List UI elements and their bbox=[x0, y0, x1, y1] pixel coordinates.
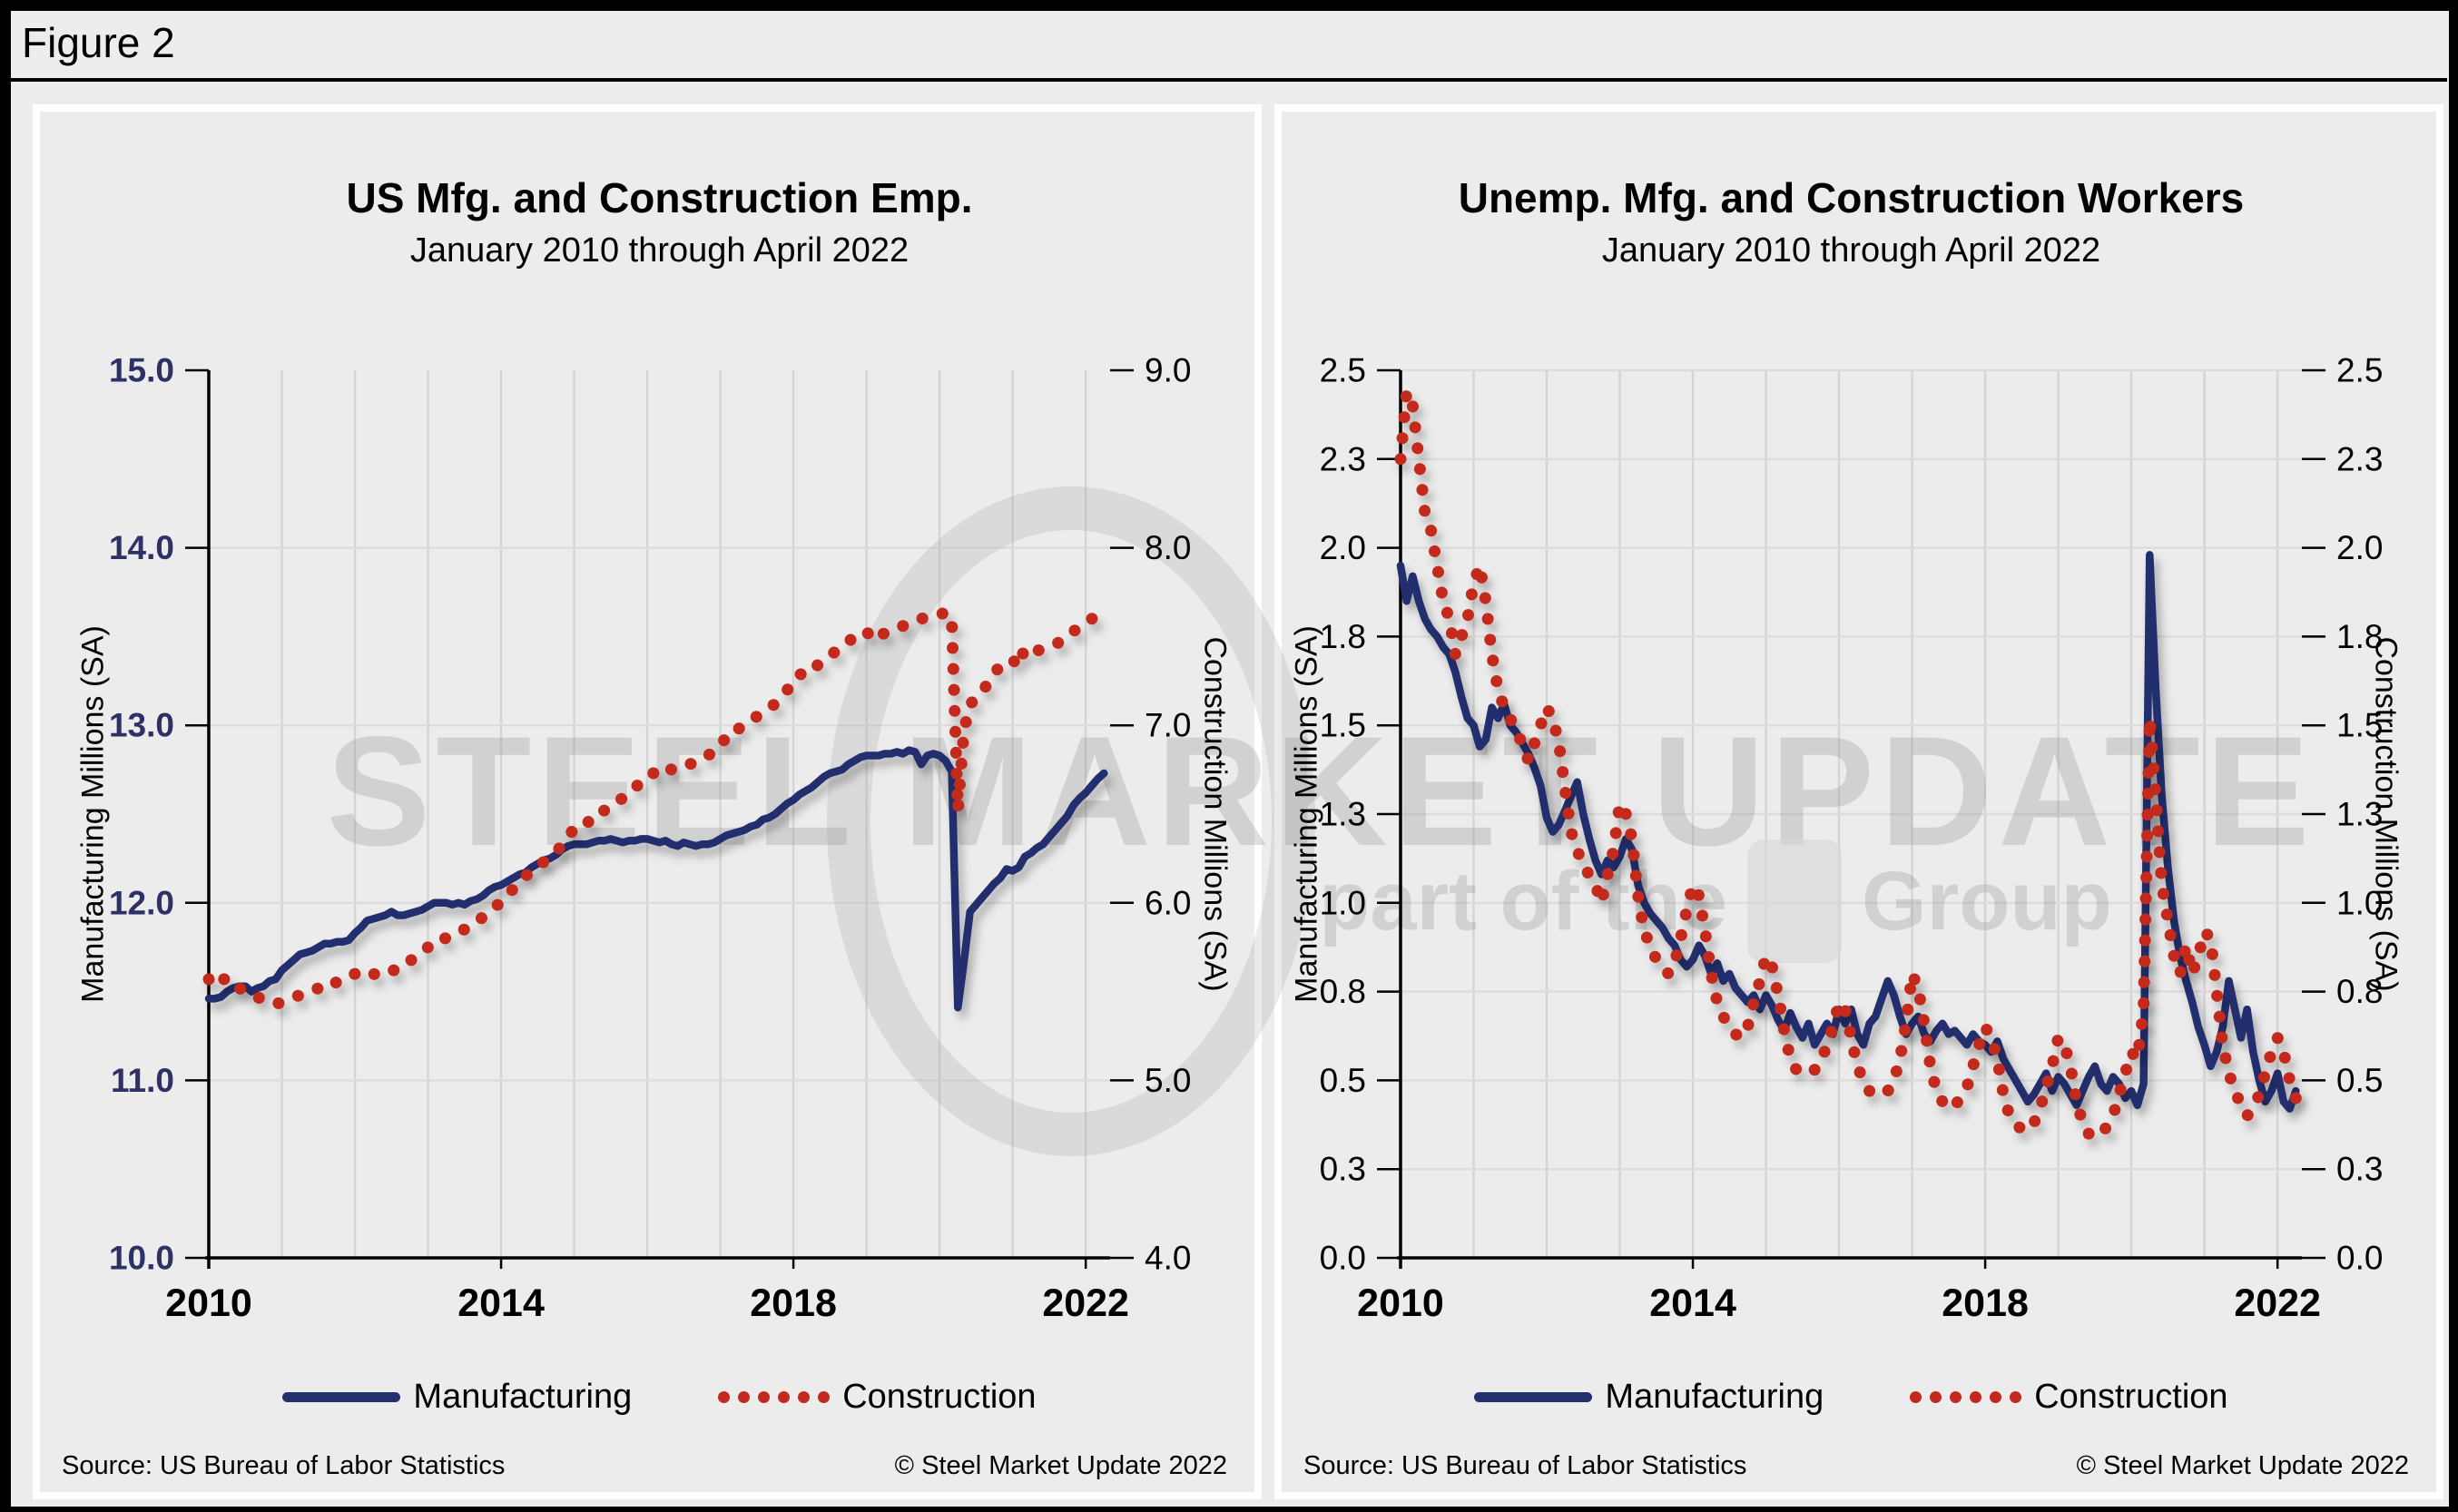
chart-title: Unemp. Mfg. and Construction Workers bbox=[1458, 174, 2245, 221]
svg-text:2.3: 2.3 bbox=[1320, 440, 1366, 477]
copyright-note: © Steel Market Update 2022 bbox=[2076, 1451, 2409, 1480]
svg-text:1.8: 1.8 bbox=[2336, 618, 2383, 655]
svg-text:0.0: 0.0 bbox=[2336, 1240, 2383, 1277]
employment-chart-panel: US Mfg. and Construction Emp. January 20… bbox=[33, 104, 1262, 1499]
svg-text:0.8: 0.8 bbox=[2336, 973, 2383, 1010]
svg-text:0.5: 0.5 bbox=[2336, 1062, 2383, 1099]
manufacturing-line-sample bbox=[1474, 1391, 1593, 1402]
svg-text:1.0: 1.0 bbox=[1320, 884, 1366, 921]
svg-text:2.0: 2.0 bbox=[2336, 529, 2383, 566]
legend-label: Construction bbox=[842, 1377, 1037, 1416]
svg-text:9.0: 9.0 bbox=[1145, 352, 1191, 389]
svg-text:2022: 2022 bbox=[2234, 1281, 2321, 1325]
figure-label: Figure 2 bbox=[22, 19, 175, 66]
right-y-axis-label: Construction Millions (SA) bbox=[2368, 636, 2404, 992]
svg-text:7.0: 7.0 bbox=[1145, 707, 1191, 744]
svg-text:0.3: 0.3 bbox=[1320, 1151, 1366, 1188]
plot-area: 2.5 2.3 2.0 1.8 1.5 1.3 1.0 0.8 0.5 0.3 0.0 2.5 2.3 2… bbox=[1320, 352, 2384, 1326]
svg-text:0.5: 0.5 bbox=[1320, 1062, 1366, 1099]
chart-subtitle: January 2010 through April 2022 bbox=[1601, 231, 2101, 270]
legend-item-construction: Construction bbox=[718, 1377, 1037, 1417]
svg-text:12.0: 12.0 bbox=[109, 884, 174, 921]
svg-text:2022: 2022 bbox=[1042, 1281, 1129, 1325]
left-y-axis-label: Manufacturing Millions (SA) bbox=[1289, 625, 1324, 1003]
svg-text:2010: 2010 bbox=[1357, 1281, 1444, 1325]
unemployment-chart-panel: Unemp. Mfg. and Construction Workers Jan… bbox=[1274, 104, 2443, 1499]
left-y-axis-label: Manufacturing Millions (SA) bbox=[75, 625, 111, 1003]
gridlines bbox=[1401, 368, 2302, 1258]
chart-title: US Mfg. and Construction Emp. bbox=[346, 174, 973, 221]
chart-subtitle: January 2010 through April 2022 bbox=[409, 231, 909, 270]
svg-text:11.0: 11.0 bbox=[111, 1062, 174, 1099]
frame-border-right bbox=[2449, 0, 2458, 1512]
svg-text:1.3: 1.3 bbox=[1320, 796, 1366, 833]
svg-text:10.0: 10.0 bbox=[109, 1240, 174, 1277]
svg-text:13.0: 13.0 bbox=[109, 707, 174, 744]
frame-border-bottom bbox=[0, 1507, 2458, 1512]
legend-label: Construction bbox=[2034, 1377, 2228, 1416]
source-note: Source: US Bureau of Labor Statistics bbox=[62, 1451, 506, 1480]
svg-text:2.0: 2.0 bbox=[1320, 529, 1366, 566]
legend-item-construction: Construction bbox=[1910, 1377, 2228, 1417]
svg-text:4.0: 4.0 bbox=[1145, 1240, 1191, 1277]
svg-text:14.0: 14.0 bbox=[109, 529, 174, 566]
svg-text:8.0: 8.0 bbox=[1145, 529, 1191, 566]
frame-border-top bbox=[0, 0, 2458, 11]
legend-item-manufacturing: Manufacturing bbox=[282, 1378, 632, 1417]
manufacturing-line-sample bbox=[282, 1391, 401, 1402]
svg-text:1.5: 1.5 bbox=[2336, 707, 2383, 744]
svg-text:0.0: 0.0 bbox=[1320, 1240, 1366, 1277]
svg-text:2.3: 2.3 bbox=[2336, 440, 2383, 477]
svg-text:1.5: 1.5 bbox=[1320, 707, 1366, 744]
construction-dots-sample bbox=[718, 1390, 831, 1403]
svg-text:1.8: 1.8 bbox=[1320, 618, 1366, 655]
svg-text:2014: 2014 bbox=[457, 1281, 545, 1325]
legend: Manufacturing Construction bbox=[209, 1371, 1110, 1422]
gridlines bbox=[209, 370, 1110, 1258]
svg-text:1.3: 1.3 bbox=[2336, 796, 2383, 833]
svg-text:2010: 2010 bbox=[165, 1281, 252, 1325]
legend-label: Manufacturing bbox=[1605, 1377, 1824, 1416]
frame-border-left bbox=[0, 0, 11, 1512]
construction-dots-sample bbox=[1910, 1390, 2022, 1403]
svg-text:6.0: 6.0 bbox=[1145, 884, 1191, 921]
legend-label: Manufacturing bbox=[413, 1377, 633, 1416]
legend: Manufacturing Construction bbox=[1401, 1371, 2302, 1422]
svg-text:1.0: 1.0 bbox=[2336, 884, 2383, 921]
svg-text:5.0: 5.0 bbox=[1145, 1062, 1191, 1099]
right-y-axis-label: Construction Millions (SA) bbox=[1197, 636, 1233, 992]
svg-text:2018: 2018 bbox=[750, 1281, 837, 1325]
svg-text:2.5: 2.5 bbox=[1320, 352, 1366, 389]
svg-text:0.3: 0.3 bbox=[2336, 1151, 2383, 1188]
legend-item-manufacturing: Manufacturing bbox=[1474, 1378, 1824, 1417]
plot-area: 15.0 14.0 13.0 12.0 11.0 10.0 9.0 8.0 7.0 6.0 5.0 4… bbox=[109, 352, 1191, 1326]
svg-text:2014: 2014 bbox=[1649, 1281, 1736, 1325]
svg-text:2018: 2018 bbox=[1942, 1281, 2029, 1325]
copyright-note: © Steel Market Update 2022 bbox=[894, 1451, 1227, 1480]
svg-text:0.8: 0.8 bbox=[1320, 973, 1366, 1010]
source-note: Source: US Bureau of Labor Statistics bbox=[1303, 1451, 1747, 1480]
svg-text:2.5: 2.5 bbox=[2336, 352, 2383, 389]
svg-text:15.0: 15.0 bbox=[109, 352, 174, 389]
figure-label-underline bbox=[11, 78, 2447, 82]
